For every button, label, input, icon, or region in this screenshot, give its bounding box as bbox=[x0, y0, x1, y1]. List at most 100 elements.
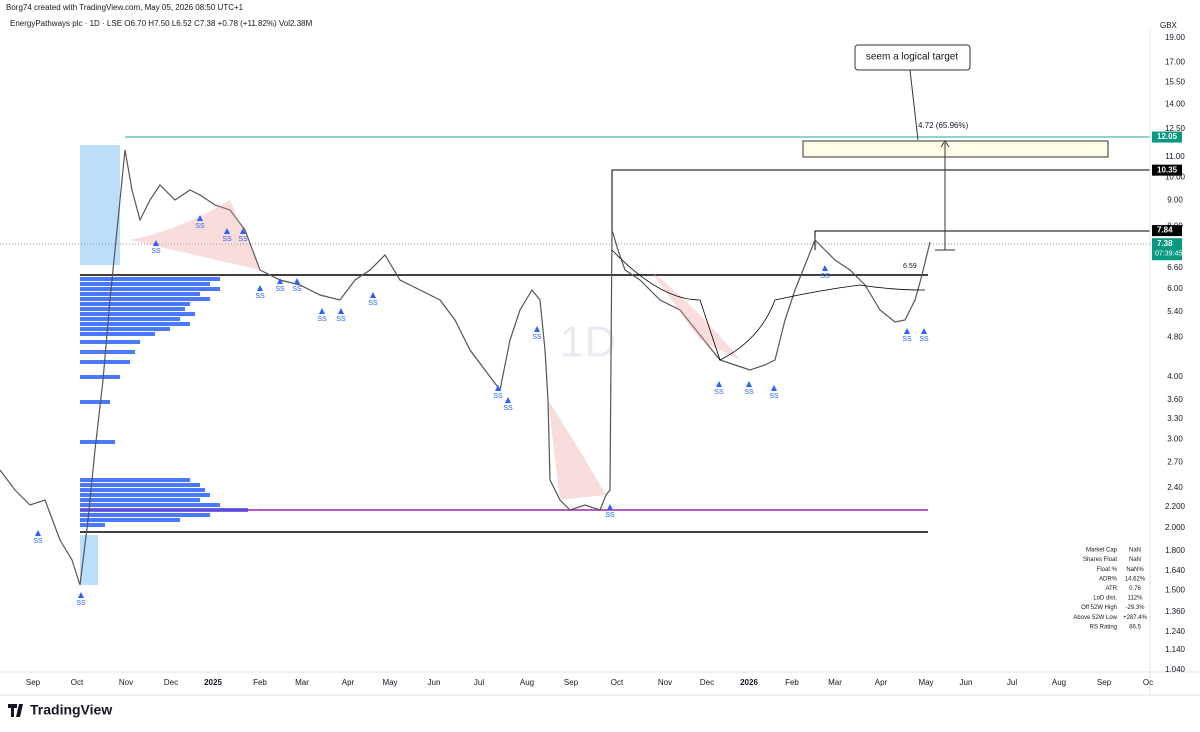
signal-label: SS bbox=[33, 538, 43, 545]
time-axis: Sep Oct Nov Dec 2025 Feb Mar Apr May Jun Jul Aug Sep… bbox=[26, 678, 1153, 687]
price-label: 1.800 bbox=[1165, 546, 1186, 555]
price-label: 1.360 bbox=[1165, 607, 1186, 616]
time-label: Apr bbox=[875, 678, 888, 687]
time-label: Feb bbox=[253, 678, 267, 687]
time-label: Nov bbox=[658, 678, 672, 687]
price-label: 6.00 bbox=[1167, 284, 1183, 293]
price-label: 1.640 bbox=[1165, 566, 1186, 575]
level-label: 6.59 bbox=[903, 263, 917, 270]
signal-marker bbox=[607, 504, 613, 510]
signal-label: SS bbox=[76, 600, 86, 607]
price-badge-label: 12.05 bbox=[1157, 132, 1178, 141]
signal-marker bbox=[338, 308, 344, 314]
signal-label: SS bbox=[744, 389, 754, 396]
signal-label: SS bbox=[503, 405, 513, 412]
signal-marker bbox=[294, 278, 300, 284]
price-label: 14.00 bbox=[1165, 100, 1186, 109]
price-badge bbox=[1152, 238, 1182, 261]
stat-name: ATR bbox=[1105, 586, 1117, 592]
price-badge-countdown: 07:39:45 bbox=[1155, 251, 1182, 258]
signal-marker bbox=[716, 381, 722, 387]
signal-marker bbox=[224, 228, 230, 234]
time-label: Oct bbox=[71, 678, 84, 687]
stat-name: Above 52W Low bbox=[1073, 615, 1117, 621]
resistance-line bbox=[814, 230, 1150, 250]
price-label: 2.000 bbox=[1165, 523, 1186, 532]
price-label: 3.60 bbox=[1167, 395, 1183, 404]
signal-label: SS bbox=[368, 300, 378, 307]
signal-label: SS bbox=[238, 236, 248, 243]
time-label: Nov bbox=[119, 678, 133, 687]
price-label: 9.00 bbox=[1167, 196, 1183, 205]
stat-name: Market Cap bbox=[1086, 548, 1118, 554]
price-badge-label: 10.35 bbox=[1157, 165, 1178, 174]
stat-value: 14.62% bbox=[1125, 576, 1146, 582]
time-label: Jul bbox=[474, 678, 484, 687]
signal-marker bbox=[921, 328, 927, 334]
price-label: 12.50 bbox=[1165, 124, 1186, 133]
stat-value: NaN bbox=[1129, 557, 1141, 563]
stat-value: 0.76 bbox=[1129, 586, 1141, 592]
stat-value: -29.3% bbox=[1125, 605, 1145, 611]
price-label: 15.50 bbox=[1165, 77, 1186, 86]
time-label: Oct bbox=[611, 678, 624, 687]
moving-average bbox=[611, 249, 926, 361]
signal-label: SS bbox=[919, 336, 929, 343]
signal-marker bbox=[240, 228, 246, 234]
stat-name: Off 52W High bbox=[1081, 605, 1117, 611]
price-label: 2.200 bbox=[1165, 502, 1186, 511]
time-label: Mar bbox=[295, 678, 309, 687]
volume-profile-light bbox=[80, 145, 120, 585]
signal-label: SS bbox=[820, 273, 830, 280]
signal-marker bbox=[35, 530, 41, 536]
time-label: May bbox=[382, 678, 397, 687]
stat-value: NaN% bbox=[1126, 567, 1144, 573]
price-badge bbox=[1152, 164, 1182, 176]
credit: Borg74 created with TradingView.com, May… bbox=[6, 3, 244, 12]
price-label: 1.500 bbox=[1165, 585, 1186, 594]
signal-marker bbox=[277, 278, 283, 284]
stat-name: LoD dist. bbox=[1093, 596, 1117, 602]
signal-marker bbox=[822, 265, 828, 271]
time-label: Dec bbox=[164, 678, 178, 687]
signal-marker bbox=[495, 385, 501, 391]
price-label: 1.240 bbox=[1165, 627, 1186, 636]
callout-box bbox=[854, 44, 971, 71]
time-label: Sep bbox=[26, 678, 41, 687]
signal-marker bbox=[319, 308, 325, 314]
signal-label: SS bbox=[714, 389, 724, 396]
signal-marker bbox=[153, 240, 159, 246]
price-badge bbox=[1152, 131, 1182, 143]
stat-name: Shares Float bbox=[1083, 557, 1117, 563]
signal-label: SS bbox=[195, 223, 205, 230]
target-box bbox=[802, 140, 1109, 158]
price-label: 17.00 bbox=[1165, 57, 1186, 66]
price-label: 6.60 bbox=[1167, 263, 1183, 272]
signal-marker bbox=[197, 215, 203, 221]
time-label: Feb bbox=[785, 678, 799, 687]
time-label: Aug bbox=[1052, 678, 1066, 687]
price-label: 4.80 bbox=[1167, 332, 1183, 341]
time-label: Sep bbox=[564, 678, 579, 687]
signal-label: SS bbox=[275, 286, 285, 293]
stat-value: 86.5 bbox=[1129, 624, 1141, 630]
time-label: Mar bbox=[828, 678, 842, 687]
signal-label: SS bbox=[292, 286, 302, 293]
signal-label: SS bbox=[605, 512, 615, 519]
stat-value: 112% bbox=[1128, 596, 1144, 602]
stat-name: RS Rating bbox=[1090, 624, 1117, 630]
price-label: 3.00 bbox=[1167, 435, 1183, 444]
signal-marker bbox=[370, 292, 376, 298]
price-label: 4.00 bbox=[1167, 372, 1183, 381]
time-label: Sep bbox=[1097, 678, 1112, 687]
price-label: 10.00 bbox=[1165, 173, 1186, 182]
callout-text: seem a logical target bbox=[866, 52, 958, 63]
time-label: Jul bbox=[1007, 678, 1017, 687]
stat-name: Float % bbox=[1097, 567, 1118, 573]
signal-label: SS bbox=[336, 316, 346, 323]
measure-arrow bbox=[940, 140, 950, 148]
measure-label: 4.72 (65.96%) bbox=[918, 121, 969, 130]
signal-marker bbox=[505, 397, 511, 403]
